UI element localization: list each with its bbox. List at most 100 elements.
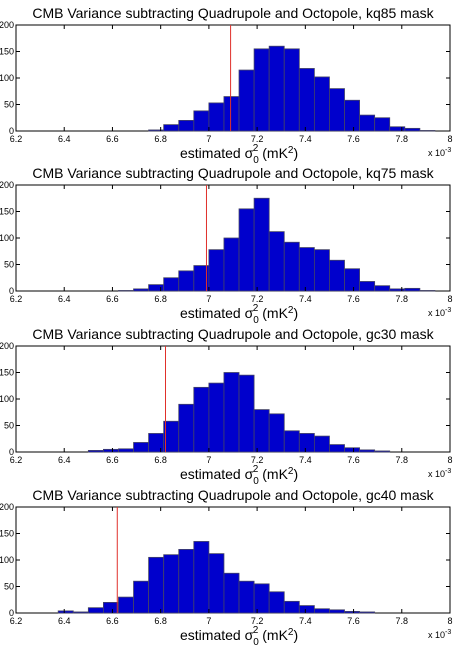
x-tick-label: 7.4 xyxy=(299,294,312,304)
x-tick-label: 6.2 xyxy=(10,616,23,626)
histogram-bar xyxy=(87,607,104,614)
histogram-bar xyxy=(148,433,165,453)
histogram-bar xyxy=(238,374,255,453)
chart-title: CMB Variance subtracting Quadrupole and … xyxy=(32,165,434,181)
x-axis-label-subscript: 0 xyxy=(253,155,259,166)
x-axis-multiplier-base: x 10 xyxy=(428,148,445,158)
x-tick-label: 6.2 xyxy=(10,455,23,465)
x-axis-multiplier-base: x 10 xyxy=(428,308,445,318)
y-tick-label: 0 xyxy=(9,286,14,296)
histogram-bar xyxy=(419,130,436,132)
x-axis-label-subscript: 0 xyxy=(253,637,259,648)
histogram-bar xyxy=(404,287,421,292)
x-axis-label: estimated σ02 (mK2) xyxy=(180,625,298,648)
histogram-bar xyxy=(359,449,376,453)
y-tick-label: 200 xyxy=(0,20,14,30)
histogram-bar xyxy=(87,450,104,453)
histogram-bar xyxy=(298,605,315,614)
histogram-bar xyxy=(57,610,74,614)
histogram-bar xyxy=(133,442,150,453)
x-axis-label-superscript: 2 xyxy=(253,625,259,636)
y-tick-label: 0 xyxy=(9,447,14,457)
histogram-bar xyxy=(344,611,360,614)
histogram-bar xyxy=(193,110,210,132)
x-tick-label: 8 xyxy=(447,616,452,626)
histogram-bar xyxy=(283,430,300,453)
y-tick-label: 100 xyxy=(0,233,14,243)
x-axis-label-close: ) xyxy=(293,305,298,321)
x-axis-multiplier-base: x 10 xyxy=(428,630,445,640)
x-tick-label: 7.8 xyxy=(396,294,409,304)
y-tick-label: 0 xyxy=(9,126,14,136)
x-axis-label-units-superscript: 2 xyxy=(288,466,294,477)
x-axis-multiplier-exponent: -3 xyxy=(445,468,451,475)
x-tick-label: 7.4 xyxy=(299,134,312,144)
x-tick-label: 8 xyxy=(447,134,452,144)
x-tick-label: 7.2 xyxy=(251,134,264,144)
histogram-bar xyxy=(133,288,150,292)
x-axis-label-units: (mK xyxy=(258,305,288,321)
x-axis-label: estimated σ02 (mK2) xyxy=(180,143,298,166)
histogram-bar xyxy=(118,290,134,292)
histogram-bar xyxy=(359,281,376,292)
histogram-bar xyxy=(238,580,255,614)
histogram-bar xyxy=(133,580,150,614)
x-axis-label-units-superscript: 2 xyxy=(288,145,294,156)
x-tick-label: 6.4 xyxy=(58,455,71,465)
histogram-bar xyxy=(118,596,134,614)
x-axis-label-units-superscript: 2 xyxy=(288,305,294,316)
histogram-bar xyxy=(178,270,195,292)
chart-panel-4: CMB Variance subtracting Quadrupole and … xyxy=(0,487,453,648)
histogram-bar xyxy=(313,76,330,132)
x-axis-label-main: estimated σ xyxy=(180,145,254,161)
x-axis-multiplier-exponent: -3 xyxy=(445,307,451,314)
x-tick-label: 7 xyxy=(206,294,211,304)
y-tick-label: 50 xyxy=(4,260,14,270)
histogram-bar xyxy=(359,114,376,132)
y-tick-label: 200 xyxy=(0,341,14,351)
histogram-bar xyxy=(283,600,300,614)
histogram-bar xyxy=(283,48,300,132)
x-axis-label-units: (mK xyxy=(258,145,288,161)
x-tick-label: 6.8 xyxy=(154,455,167,465)
x-tick-label: 6.8 xyxy=(154,616,167,626)
x-tick-label: 6.6 xyxy=(106,294,119,304)
x-tick-label: 6.6 xyxy=(106,455,119,465)
histogram-bar xyxy=(193,541,210,614)
histogram-bar xyxy=(178,549,195,614)
x-axis-label: estimated σ02 (mK2) xyxy=(180,464,298,487)
histogram-bar xyxy=(178,120,195,132)
histogram-bar xyxy=(223,372,240,453)
chart-panel-2: CMB Variance subtracting Quadrupole and … xyxy=(0,165,453,326)
x-tick-label: 6.8 xyxy=(154,134,167,144)
x-tick-label: 7 xyxy=(206,616,211,626)
y-tick-label: 100 xyxy=(0,394,14,404)
x-axis-label-main: estimated σ xyxy=(180,305,254,321)
histogram-bar xyxy=(419,290,436,292)
x-tick-label: 7.4 xyxy=(299,616,312,626)
histogram-bar xyxy=(178,403,195,453)
histogram-bar xyxy=(268,45,285,132)
x-axis-label-subscript: 0 xyxy=(253,315,259,326)
histogram-bar xyxy=(404,127,421,132)
histogram-bar xyxy=(313,435,330,453)
histogram-bar xyxy=(374,450,391,453)
y-tick-label: 50 xyxy=(4,421,14,431)
y-tick-label: 50 xyxy=(4,100,14,110)
histogram-bar xyxy=(329,259,345,292)
x-axis-label-units: (mK xyxy=(258,466,288,482)
chart-title: CMB Variance subtracting Quadrupole and … xyxy=(32,487,434,503)
x-tick-label: 7.2 xyxy=(251,455,264,465)
histogram-bar xyxy=(103,602,119,614)
x-axis-label-subscript: 0 xyxy=(253,476,259,487)
histogram-bar xyxy=(374,117,391,132)
histogram-bar xyxy=(148,284,165,292)
y-tick-label: 150 xyxy=(0,368,14,378)
x-tick-label: 6.2 xyxy=(10,134,23,144)
chart-panel-1: CMB Variance subtracting Quadrupole and … xyxy=(0,5,453,166)
x-axis-label-units-superscript: 2 xyxy=(288,627,294,638)
x-tick-label: 6.2 xyxy=(10,294,23,304)
histogram-bar xyxy=(253,583,270,614)
x-axis-multiplier-exponent: -3 xyxy=(445,147,451,154)
